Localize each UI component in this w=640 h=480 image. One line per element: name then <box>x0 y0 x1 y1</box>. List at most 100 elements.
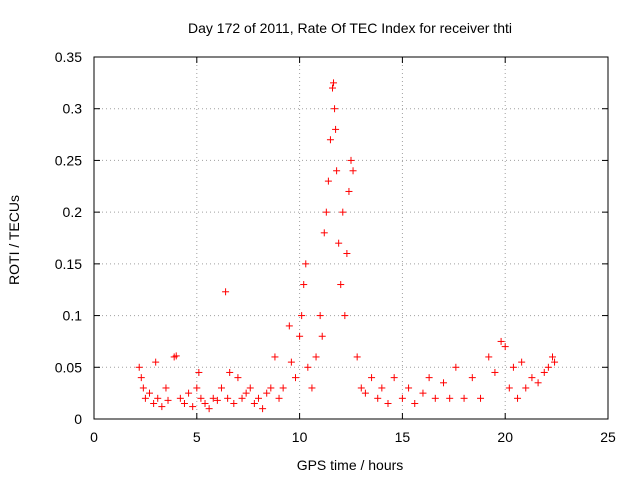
data-point <box>217 384 225 392</box>
data-point <box>302 260 310 268</box>
chart-title: Day 172 of 2011, Rate Of TEC Index for r… <box>188 20 512 36</box>
axis-ticks <box>93 56 609 420</box>
y-axis-label: ROTI / TECUs <box>6 195 22 285</box>
data-point <box>250 399 258 407</box>
grid-lines <box>94 57 608 419</box>
data-point <box>300 281 308 289</box>
data-point <box>164 396 172 404</box>
data-point <box>468 374 476 382</box>
data-point <box>185 389 193 397</box>
data-point <box>152 358 160 366</box>
data-point <box>205 405 213 413</box>
y-tick-label: 0 <box>74 411 82 427</box>
data-point <box>320 229 328 237</box>
data-point <box>540 368 548 376</box>
data-point <box>347 156 355 164</box>
data-point <box>224 394 232 402</box>
data-point <box>368 374 376 382</box>
data-point <box>326 136 334 144</box>
data-point <box>304 363 312 371</box>
y-tick-label: 0.35 <box>55 49 82 65</box>
data-point <box>154 394 162 402</box>
data-point <box>440 379 448 387</box>
data-point <box>491 368 499 376</box>
data-point <box>477 394 485 402</box>
data-point <box>514 394 522 402</box>
data-point <box>390 374 398 382</box>
plot-frame <box>93 56 609 420</box>
x-tick-label: 10 <box>292 429 308 445</box>
data-point <box>411 399 419 407</box>
data-point <box>452 363 460 371</box>
data-point <box>285 322 293 330</box>
data-point <box>162 384 170 392</box>
data-point <box>505 384 513 392</box>
data-point <box>357 384 365 392</box>
y-tick-labels: 0 0.05 0.1 0.15 0.2 0.25 0.3 0.35 <box>55 49 82 427</box>
data-point <box>275 394 283 402</box>
x-tick-label: 5 <box>193 429 201 445</box>
x-tick-label: 0 <box>90 429 98 445</box>
y-tick-label: 0.3 <box>63 101 83 117</box>
x-tick-labels: 0 5 10 15 20 25 <box>90 429 616 445</box>
data-point <box>254 394 262 402</box>
data-point <box>551 358 559 366</box>
data-point <box>333 167 341 175</box>
data-point <box>150 399 158 407</box>
data-point <box>446 394 454 402</box>
data-point <box>158 403 166 411</box>
data-point <box>341 312 349 320</box>
data-point <box>193 384 201 392</box>
data-point <box>331 105 339 113</box>
data-point <box>222 288 230 296</box>
data-point <box>213 396 221 404</box>
data-point <box>405 384 413 392</box>
data-point <box>209 394 217 402</box>
data-point <box>501 343 509 351</box>
data-point <box>318 332 326 340</box>
data-point <box>246 384 254 392</box>
data-point <box>544 363 552 371</box>
data-point <box>298 312 306 320</box>
data-point <box>279 384 287 392</box>
data-point <box>180 399 188 407</box>
data-point <box>328 84 336 92</box>
x-tick-label: 20 <box>497 429 513 445</box>
data-point <box>263 389 271 397</box>
data-point <box>195 368 203 376</box>
data-point <box>361 389 369 397</box>
data-point <box>398 394 406 402</box>
y-tick-label: 0.1 <box>63 308 83 324</box>
data-point <box>230 399 238 407</box>
data-point <box>172 352 180 360</box>
data-point <box>353 353 361 361</box>
data-point <box>201 399 209 407</box>
y-tick-label: 0.2 <box>63 204 83 220</box>
data-point <box>234 374 242 382</box>
data-point <box>534 379 542 387</box>
data-point <box>324 177 332 185</box>
data-point <box>548 353 556 361</box>
data-point <box>197 394 205 402</box>
data-point <box>384 399 392 407</box>
data-point <box>374 394 382 402</box>
data-point <box>312 353 320 361</box>
data-point <box>226 368 234 376</box>
data-point <box>322 208 330 216</box>
data-point <box>485 353 493 361</box>
data-point <box>332 125 340 133</box>
data-point <box>176 394 184 402</box>
data-point <box>330 79 338 87</box>
data-point <box>497 337 505 345</box>
data-point <box>296 332 304 340</box>
data-point <box>460 394 468 402</box>
data-point <box>139 384 147 392</box>
y-tick-label: 0.25 <box>55 152 82 168</box>
data-point <box>335 239 343 247</box>
data-point <box>291 374 299 382</box>
data-point <box>522 384 530 392</box>
data-point <box>343 250 351 258</box>
data-point <box>146 389 154 397</box>
data-point <box>271 353 279 361</box>
x-tick-label: 15 <box>395 429 411 445</box>
